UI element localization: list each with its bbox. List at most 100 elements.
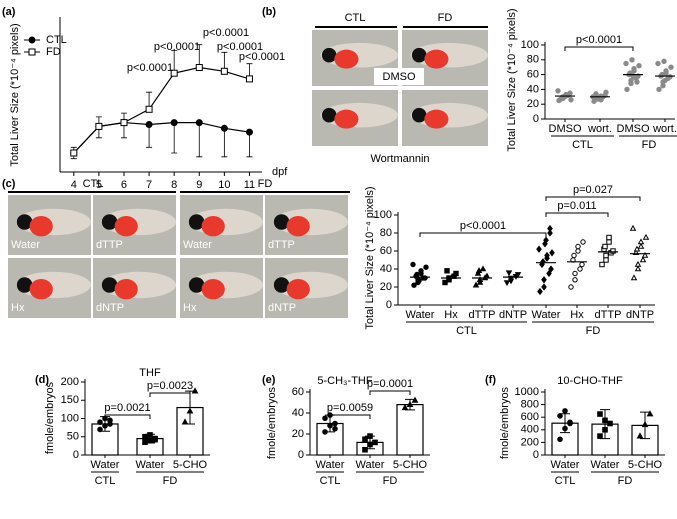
- y-tick-label: 40: [527, 83, 539, 95]
- x-tick-label: wort.: [587, 123, 612, 135]
- annotation: p=0.0001: [367, 378, 413, 390]
- data-point: [418, 268, 424, 274]
- y-axis-label: fmole/embryos: [499, 386, 511, 459]
- data-point: [662, 77, 668, 84]
- annotation: p=0.0023: [147, 380, 193, 392]
- photo-liver: [424, 109, 449, 129]
- significance-bracket: [329, 414, 371, 419]
- photo-fish-eye: [321, 47, 337, 63]
- data-point: [220, 124, 228, 132]
- data-point: [642, 233, 650, 240]
- annotation: p<0.0001: [127, 62, 173, 74]
- data-point: [610, 248, 616, 254]
- y-axis-label: Total Liver Size (*10⁻⁴ pixels): [364, 186, 376, 329]
- photo-label: Wortmannin: [370, 153, 429, 165]
- data-point: [476, 276, 484, 283]
- error-bar: [196, 122, 203, 158]
- x-tick-label: Hx: [444, 309, 458, 321]
- photo-header: CTL: [83, 178, 104, 190]
- photo-fish-eye: [16, 277, 33, 293]
- panel-label: (d): [35, 374, 49, 386]
- x-tick-label: Water: [91, 459, 120, 471]
- photo-label: dTTP: [96, 239, 123, 251]
- data-point: [406, 400, 414, 407]
- data-point: [514, 272, 522, 279]
- group-label: FD: [383, 475, 398, 487]
- panel-label: (e): [262, 374, 276, 386]
- data-point: [475, 267, 483, 274]
- data-point: [549, 249, 555, 257]
- significance-bracket: [545, 212, 609, 217]
- data-point: [562, 425, 568, 432]
- data-point: [120, 119, 128, 127]
- data-point: [568, 97, 574, 103]
- data-point: [543, 236, 549, 244]
- panel-label: (f): [485, 374, 496, 386]
- data-point: [102, 415, 108, 422]
- data-point: [332, 420, 338, 427]
- group-label: CTL: [320, 475, 341, 487]
- x-tick-label: 5-CHO: [628, 459, 663, 471]
- data-point: [562, 408, 568, 414]
- y-tick-label: 0: [533, 113, 539, 125]
- y-tick-label: 20: [527, 98, 539, 110]
- data-point: [483, 272, 491, 279]
- data-point: [557, 413, 563, 419]
- y-tick-label: 20: [292, 428, 304, 440]
- data-point: [416, 278, 422, 284]
- data-point: [453, 270, 459, 277]
- data-point: [322, 429, 328, 435]
- data-point: [444, 268, 450, 274]
- data-point: [142, 439, 148, 446]
- y-tick-label: 0: [386, 299, 392, 311]
- photo-fish-eye: [101, 214, 118, 230]
- data-point: [629, 224, 637, 231]
- y-tick-label: 100: [374, 209, 392, 221]
- data-point: [107, 417, 113, 424]
- data-point: [572, 277, 578, 283]
- annotation: p<0.0001: [576, 34, 622, 46]
- data-point: [637, 238, 645, 245]
- data-point: [95, 122, 103, 130]
- annotation: p<0.0001: [460, 220, 506, 232]
- x-tick-label: 10: [218, 179, 230, 191]
- photo-label: Hx: [11, 302, 25, 314]
- data-point: [181, 418, 189, 425]
- data-point: [580, 239, 586, 245]
- label-box: [362, 150, 438, 167]
- data-point: [505, 270, 513, 277]
- x-tick-label: 11: [244, 179, 255, 191]
- photo-liver: [286, 279, 310, 300]
- data-point: [631, 65, 637, 72]
- data-point: [606, 239, 612, 245]
- photo-fish-eye: [411, 107, 427, 123]
- y-tick-label: 80: [380, 227, 392, 239]
- data-point: [145, 105, 153, 113]
- x-tick-label: Water: [356, 459, 385, 471]
- photo-header: CTL: [345, 12, 366, 24]
- significance-bracket: [369, 390, 411, 395]
- x-tick-label: 9: [196, 179, 202, 191]
- significance-bracket: [545, 196, 641, 201]
- data-point: [327, 412, 333, 418]
- data-point: [597, 411, 603, 417]
- y-tick-label: 60: [527, 69, 539, 81]
- photo-fish-eye: [101, 277, 118, 293]
- photo-fish-eye: [188, 214, 205, 230]
- y-tick-label: 600: [521, 411, 539, 423]
- x-tick-label: wort.: [652, 123, 677, 135]
- y-tick-label: 400: [521, 424, 539, 436]
- y-tick-label: 200: [521, 436, 539, 448]
- annotation: p=0.027: [573, 184, 613, 196]
- data-point: [367, 441, 373, 448]
- data-point: [623, 60, 629, 67]
- annotation: p=0.0021: [104, 402, 150, 414]
- x-tick-label: Water: [532, 309, 561, 321]
- data-point: [422, 275, 428, 281]
- data-point: [602, 243, 608, 250]
- data-point: [607, 420, 613, 427]
- group-label: CTL: [555, 475, 576, 487]
- legend-marker: [28, 36, 36, 44]
- data-point: [572, 270, 578, 277]
- data-point: [630, 274, 638, 281]
